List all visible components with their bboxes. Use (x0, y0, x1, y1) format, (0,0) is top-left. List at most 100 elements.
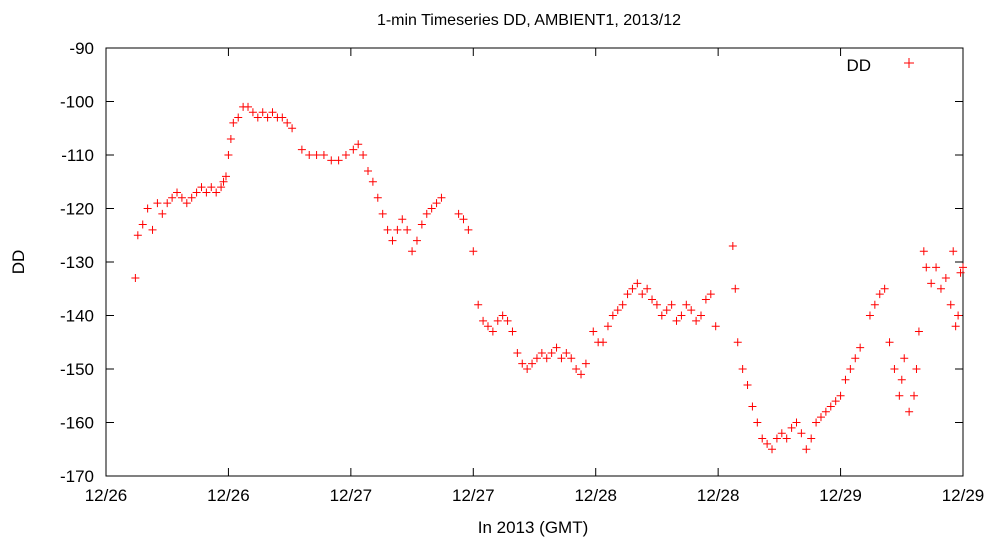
data-point (219, 177, 228, 186)
data-point (244, 102, 253, 111)
data-point (508, 327, 517, 336)
data-point (772, 434, 781, 443)
data-point (589, 327, 598, 336)
data-point (202, 188, 211, 197)
data-point (643, 284, 652, 293)
data-point (618, 300, 627, 309)
y-axis-ticks: -90 -100 -110 -120 -130 -140 -150 -160 -170 (60, 39, 963, 486)
data-point (383, 225, 392, 234)
legend-marker (904, 58, 914, 68)
x-axis-ticks: 12/26 12/26 12/27 12/27 12/28 12/28 12/29 12/29 (85, 48, 984, 505)
data-point (263, 113, 272, 122)
data-point (812, 418, 821, 427)
data-point (841, 375, 850, 384)
data-point (493, 316, 502, 325)
data-point (797, 429, 806, 438)
data-point (638, 290, 647, 299)
data-point (758, 434, 767, 443)
data-point (603, 322, 612, 331)
data-point (692, 316, 701, 325)
data-point (557, 354, 566, 363)
data-point (283, 118, 292, 127)
legend: DD (846, 56, 914, 75)
data-point (474, 300, 483, 309)
data-point (422, 209, 431, 218)
data-point (229, 118, 238, 127)
data-point (427, 204, 436, 213)
x-axis-label: In 2013 (GMT) (478, 518, 589, 537)
data-point (890, 365, 899, 373)
y-tick-label: -110 (61, 146, 94, 165)
data-point (226, 134, 235, 143)
data-point (562, 348, 571, 357)
data-point (513, 348, 522, 357)
data-point (816, 413, 825, 422)
data-point (941, 274, 950, 283)
data-point (138, 220, 147, 229)
x-tick-label: 12/26 (207, 486, 250, 505)
legend-marker-glyph (904, 58, 914, 68)
data-point (910, 391, 919, 400)
data-point (469, 247, 478, 256)
data-point (163, 199, 172, 208)
data-point (212, 188, 221, 197)
data-point (297, 145, 306, 154)
data-point (914, 327, 923, 336)
data-point (464, 225, 473, 234)
y-tick-label: -150 (60, 360, 94, 379)
data-point (173, 188, 182, 197)
data-point (537, 348, 546, 357)
data-point (567, 354, 576, 363)
data-point (417, 220, 426, 229)
data-point (581, 359, 590, 368)
plot-frame (105, 47, 964, 477)
x-tick-label: 12/29 (819, 486, 862, 505)
data-point (187, 193, 196, 202)
data-point (408, 247, 417, 256)
data-point (897, 375, 906, 384)
y-tick-label: -160 (60, 414, 94, 433)
data-point (821, 407, 830, 416)
data-point (846, 365, 855, 373)
data-point (518, 359, 527, 368)
data-point (363, 167, 372, 176)
data-point (192, 188, 201, 197)
data-point (288, 124, 297, 133)
data-point (542, 354, 551, 363)
data-point (577, 370, 586, 379)
data-point (880, 284, 889, 293)
data-point (479, 316, 488, 325)
data-points (131, 102, 967, 454)
data-point (312, 151, 321, 159)
data-point (483, 322, 492, 331)
data-point (701, 295, 710, 304)
data-point (327, 156, 336, 165)
data-point (777, 429, 786, 438)
data-point (224, 151, 233, 159)
data-point (613, 306, 622, 315)
data-point (753, 418, 762, 427)
data-point (547, 348, 556, 357)
data-point (900, 354, 909, 363)
data-point (733, 338, 742, 347)
data-point (865, 311, 874, 320)
y-axis-label: DD (9, 250, 28, 275)
data-point (946, 300, 955, 309)
data-point (498, 311, 507, 320)
y-tick-label: -140 (60, 307, 94, 326)
data-point (932, 263, 941, 272)
data-point (657, 311, 666, 320)
y-tick-label: -130 (60, 253, 94, 272)
data-point (373, 193, 382, 202)
data-point (936, 284, 945, 293)
data-point (158, 209, 167, 218)
data-point (182, 199, 191, 208)
data-point (672, 316, 681, 325)
y-tick-label: -120 (60, 200, 94, 219)
data-point (831, 397, 840, 406)
data-point (398, 215, 407, 224)
data-point (143, 204, 152, 213)
data-point (393, 225, 402, 234)
data-point (221, 172, 230, 181)
